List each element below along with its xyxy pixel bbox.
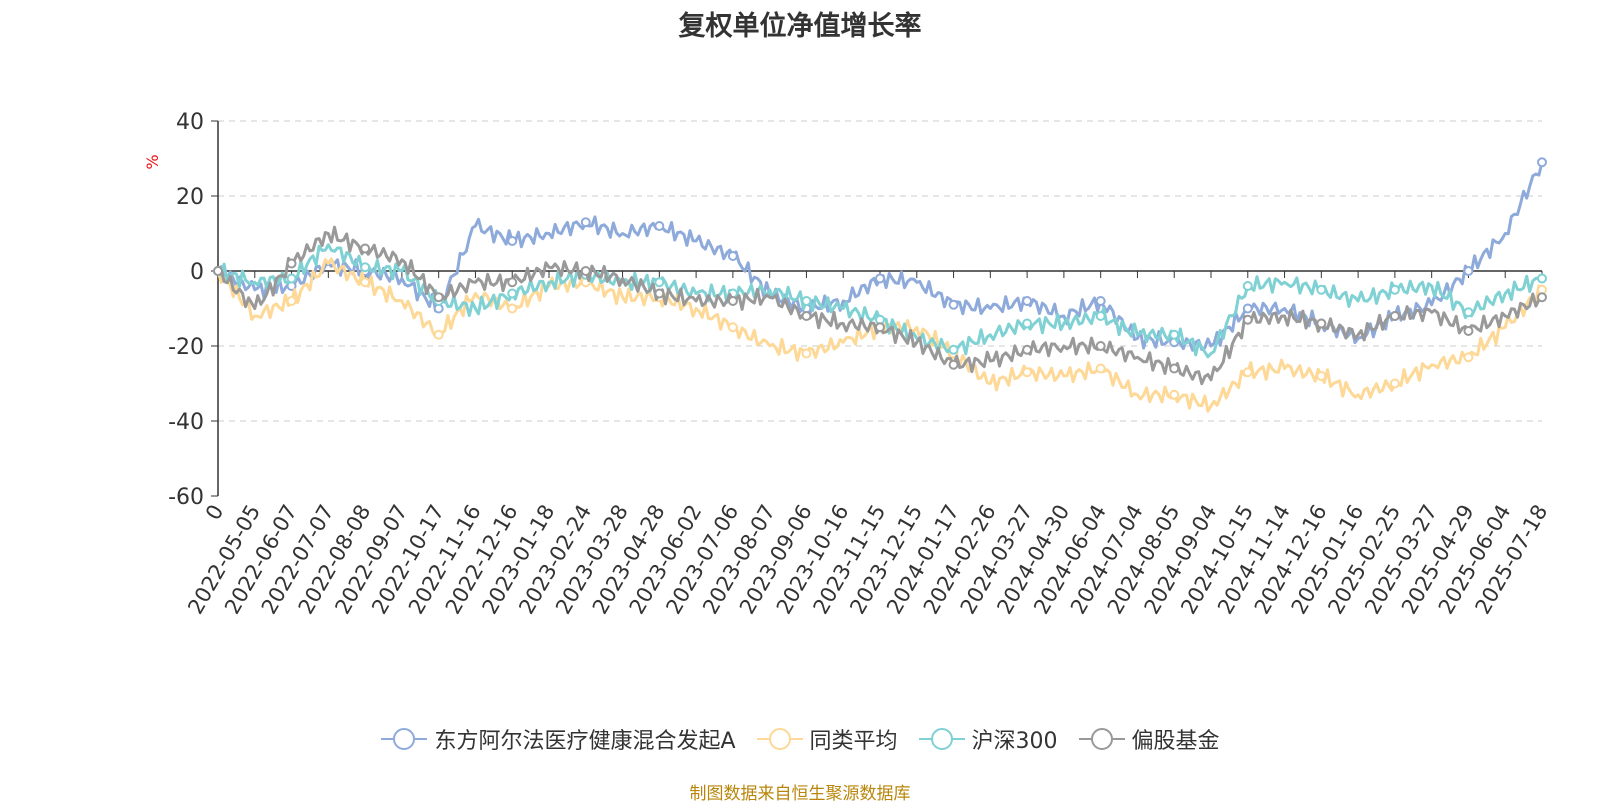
source-note: 制图数据来自恒生聚源数据库 (689, 784, 911, 804)
y-tick-label: -20 (168, 335, 204, 360)
data-point[interactable] (1389, 311, 1400, 321)
data-point[interactable] (1463, 266, 1474, 276)
data-point[interactable] (286, 273, 297, 284)
data-point[interactable] (727, 251, 738, 261)
data-point[interactable] (1022, 367, 1033, 378)
data-point[interactable] (1463, 326, 1474, 336)
data-point[interactable] (213, 266, 223, 276)
data-point[interactable] (1463, 307, 1474, 318)
data-point[interactable] (433, 292, 444, 303)
data-point[interactable] (801, 296, 812, 306)
legend-label: 同类平均 (809, 729, 898, 754)
data-point[interactable] (1095, 341, 1106, 351)
data-point[interactable] (875, 322, 885, 333)
data-point[interactable] (1095, 363, 1106, 374)
data-point[interactable] (1242, 314, 1253, 325)
data-point[interactable] (948, 359, 959, 370)
legend-marker-icon (756, 728, 803, 750)
data-point[interactable] (727, 322, 738, 333)
data-point[interactable] (654, 277, 665, 288)
data-point[interactable] (1537, 273, 1547, 284)
y-tick-label: -60 (168, 485, 204, 510)
data-point[interactable] (360, 262, 371, 273)
data-point[interactable] (1169, 389, 1180, 400)
data-point[interactable] (1242, 281, 1253, 291)
data-point[interactable] (1095, 311, 1106, 321)
data-point[interactable] (507, 303, 518, 314)
legend-marker-icon (381, 728, 428, 750)
legend-label: 偏股基金 (1131, 729, 1220, 754)
data-point[interactable] (1389, 284, 1400, 295)
data-point[interactable] (727, 296, 738, 306)
legend: 东方阿尔法医疗健康混合发起A 同类平均 沪深300 偏股基金 (0, 723, 1600, 755)
legend-item-csi300[interactable]: 沪深300 (918, 723, 1058, 755)
data-point[interactable] (1022, 296, 1033, 306)
legend-item-peer-average[interactable]: 同类平均 (756, 723, 898, 755)
legend-circle (393, 728, 416, 750)
y-tick-label: -40 (168, 410, 204, 435)
data-point[interactable] (286, 296, 297, 306)
data-point[interactable] (1242, 367, 1253, 378)
data-point[interactable] (360, 243, 371, 254)
data-point[interactable] (948, 299, 959, 310)
legend-label: 沪深300 (971, 729, 1058, 754)
data-point[interactable] (1316, 371, 1327, 381)
data-point[interactable] (1537, 157, 1547, 168)
data-point[interactable] (360, 277, 371, 288)
series-2 (213, 243, 1547, 359)
data-point[interactable] (1169, 363, 1180, 374)
data-point[interactable] (654, 221, 665, 231)
legend-item-fund[interactable]: 东方阿尔法医疗健康混合发起A (380, 723, 736, 755)
data-point[interactable] (1169, 329, 1180, 340)
legend-circle (1090, 728, 1113, 750)
data-point[interactable] (875, 273, 885, 284)
legend-circle (768, 728, 791, 750)
data-point[interactable] (1095, 296, 1106, 306)
data-point[interactable] (507, 236, 518, 246)
chart-title: 复权单位净值增长率 (678, 11, 922, 42)
y-tick-label: 20 (176, 185, 204, 210)
legend-item-equity-fund[interactable]: 偏股基金 (1078, 723, 1220, 755)
data-point[interactable] (1022, 318, 1033, 329)
data-point[interactable] (1242, 303, 1253, 314)
y-axis-label: % (143, 154, 162, 169)
data-point[interactable] (580, 217, 591, 228)
data-point[interactable] (1316, 318, 1327, 329)
legend-marker-icon (918, 728, 965, 750)
x-tick-label: 0 (201, 501, 228, 525)
legend-marker-icon (1078, 728, 1125, 750)
data-point[interactable] (1389, 378, 1400, 389)
data-point[interactable] (801, 311, 812, 321)
data-point[interactable] (654, 288, 665, 299)
data-point[interactable] (801, 348, 812, 359)
data-point[interactable] (1316, 284, 1327, 295)
series-3 (213, 225, 1547, 386)
series-line (217, 225, 1543, 386)
data-point[interactable] (1463, 352, 1474, 363)
legend-circle (930, 728, 953, 750)
data-point[interactable] (507, 288, 518, 299)
legend-label: 东方阿尔法医疗健康混合发起A (434, 729, 736, 754)
data-point[interactable] (433, 329, 444, 340)
data-point[interactable] (1537, 292, 1547, 303)
data-point[interactable] (948, 344, 959, 355)
data-point[interactable] (1022, 344, 1033, 355)
data-point[interactable] (580, 266, 591, 276)
data-point[interactable] (286, 258, 297, 269)
y-tick-label: 0 (190, 260, 204, 285)
y-tick-label: 40 (176, 110, 204, 135)
data-point[interactable] (507, 277, 518, 288)
